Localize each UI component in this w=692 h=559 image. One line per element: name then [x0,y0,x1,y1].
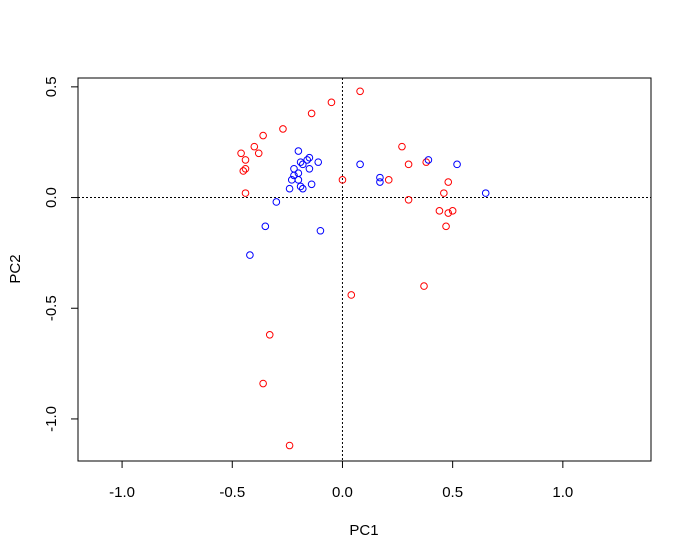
x-axis: -1.0 -0.5 0.0 0.5 1.0 [109,460,573,501]
data-point [327,98,336,107]
data-point [272,198,281,206]
data-point [294,147,303,155]
data-point [316,226,325,235]
data-point [290,171,298,180]
y-tick-label: -0.5 [43,295,60,321]
data-point [296,158,305,166]
data-point [420,282,428,290]
data-point [303,156,312,164]
data-point [440,189,448,197]
data-point [298,184,307,193]
data-point [250,142,259,151]
data-point [435,207,444,215]
data-point [265,331,274,339]
x-axis-title: PC1 [349,522,378,539]
data-point [241,164,250,173]
data-point [254,149,263,158]
x-tick-label: 1.0 [552,484,573,501]
data-point [444,178,453,186]
x-tick-label: -0.5 [219,484,245,501]
reference-lines [78,78,651,461]
data-point [314,158,323,166]
data-point [305,164,314,173]
data-point [384,176,393,184]
data-point [307,180,316,189]
data-point [296,182,305,191]
data-point [287,176,296,184]
data-point [307,109,316,118]
data-point [376,173,384,182]
x-tick-label: 0.5 [442,484,463,501]
data-point [246,251,254,259]
data-points [237,87,490,450]
y-axis-title: PC2 [7,254,24,283]
data-point [241,189,250,197]
data-point [448,207,457,215]
x-tick-label: 0.0 [332,484,353,501]
data-point [356,160,364,169]
data-point [298,160,307,169]
y-tick-label: 0.5 [43,76,60,97]
data-point [404,160,413,169]
data-point [404,195,413,204]
data-point [237,149,245,158]
data-point [442,222,450,231]
data-point [279,125,287,133]
x-tick-label: -1.0 [109,484,135,501]
data-point [347,291,356,299]
y-tick-label: 0.0 [43,187,60,208]
data-point [338,176,347,184]
data-point [444,209,453,217]
data-point [285,441,294,450]
data-point [376,178,384,186]
data-point [453,160,461,169]
data-point [356,87,364,96]
data-point [261,222,270,231]
data-point [259,379,267,388]
data-point [481,189,490,197]
data-point [285,184,294,193]
data-point [239,167,248,175]
data-point [422,158,431,166]
data-point [259,131,267,140]
y-tick-label: -1.0 [43,406,60,432]
data-point [305,153,314,162]
data-point [241,156,250,164]
data-point [398,142,406,151]
data-point [424,156,433,164]
y-axis: -1.0 -0.5 0.0 0.5 [43,76,79,432]
